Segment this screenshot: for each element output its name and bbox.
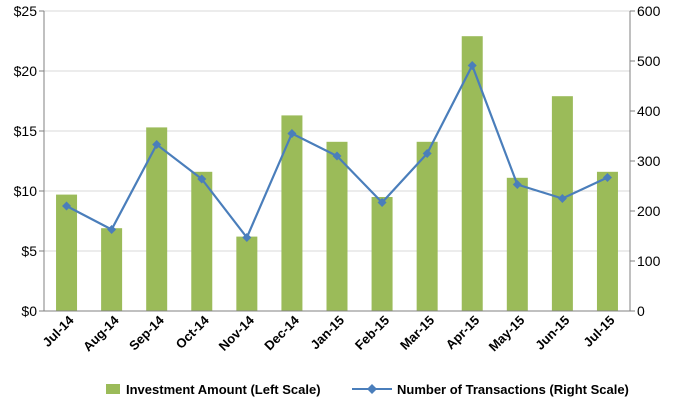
legend: Investment Amount (Left Scale) Number of… bbox=[106, 382, 629, 397]
legend-swatch-marker bbox=[367, 384, 377, 394]
bar-Jan-15 bbox=[326, 141, 348, 311]
x-tick-label: Mar-15 bbox=[397, 313, 437, 353]
bar-Apr-15 bbox=[461, 36, 483, 311]
line-series bbox=[62, 61, 612, 242]
bar-May-15 bbox=[506, 177, 528, 311]
point-Jul-14 bbox=[62, 201, 72, 211]
x-tick-label: Aug-14 bbox=[80, 312, 122, 354]
point-Nov-14 bbox=[242, 233, 252, 242]
point-Apr-15 bbox=[467, 61, 477, 70]
right-tick-label: 200 bbox=[637, 203, 661, 219]
left-tick-label: $25 bbox=[14, 3, 38, 19]
point-Feb-15 bbox=[377, 198, 387, 207]
bar-Oct-14 bbox=[191, 171, 213, 311]
x-tick-label: Sep-14 bbox=[126, 312, 167, 353]
right-tick-label: 300 bbox=[637, 153, 661, 169]
point-Jan-15 bbox=[332, 151, 342, 161]
x-tick-label: Jun-15 bbox=[532, 313, 572, 353]
bar-Aug-14 bbox=[101, 228, 123, 311]
bar-Nov-14 bbox=[236, 236, 258, 311]
point-Sep-14 bbox=[152, 140, 162, 149]
legend-swatch-bar bbox=[106, 384, 120, 394]
left-tick-label: $15 bbox=[14, 123, 38, 139]
legend-label-investment: Investment Amount (Left Scale) bbox=[126, 382, 321, 397]
right-tick-label: 500 bbox=[637, 53, 661, 69]
bar-Mar-15 bbox=[416, 141, 438, 311]
bar-Sep-14 bbox=[146, 127, 168, 312]
right-tick-label: 100 bbox=[637, 253, 661, 269]
x-tick-label: Nov-14 bbox=[216, 312, 258, 354]
point-Mar-15 bbox=[422, 149, 432, 158]
x-tick-label: Apr-15 bbox=[443, 313, 483, 353]
point-Jul-15 bbox=[602, 173, 612, 182]
point-Dec-14 bbox=[287, 129, 297, 138]
left-axis-ticks: $0 $5 $10 $15 $20 $25 bbox=[14, 3, 44, 319]
x-axis-ticks: Jul-14 Aug-14 Sep-14 Oct-14 Nov-14 Dec-14 Jan-… bbox=[39, 312, 617, 354]
x-tick-label: May-15 bbox=[486, 313, 528, 355]
right-tick-label: 0 bbox=[637, 303, 645, 319]
x-tick-label: Oct-14 bbox=[173, 312, 213, 352]
x-tick-label: Jul-14 bbox=[39, 312, 77, 350]
x-tick-label: Jan-15 bbox=[307, 313, 347, 353]
x-tick-label: Feb-15 bbox=[352, 313, 392, 353]
left-tick-label: $10 bbox=[14, 183, 38, 199]
right-axis-ticks: 0 100 200 300 400 500 600 bbox=[630, 3, 661, 319]
point-May-15 bbox=[512, 180, 522, 189]
left-tick-label: $0 bbox=[21, 303, 37, 319]
bar-Dec-14 bbox=[281, 115, 303, 312]
x-tick-label: Dec-14 bbox=[261, 312, 302, 353]
right-tick-label: 400 bbox=[637, 103, 661, 119]
point-Jun-15 bbox=[557, 194, 567, 203]
bar-series bbox=[56, 36, 618, 312]
bar-Jul-15 bbox=[596, 171, 618, 311]
left-tick-label: $20 bbox=[14, 63, 38, 79]
point-Aug-14 bbox=[107, 225, 117, 234]
x-tick-label: Jul-15 bbox=[580, 313, 617, 350]
bar-Jul-14 bbox=[56, 194, 78, 311]
bar-Jun-15 bbox=[551, 96, 573, 311]
legend-label-transactions: Number of Transactions (Right Scale) bbox=[397, 382, 629, 397]
bar-Feb-15 bbox=[371, 197, 393, 311]
left-tick-label: $5 bbox=[21, 243, 37, 259]
right-tick-label: 600 bbox=[637, 3, 661, 19]
point-Oct-14 bbox=[197, 174, 207, 184]
